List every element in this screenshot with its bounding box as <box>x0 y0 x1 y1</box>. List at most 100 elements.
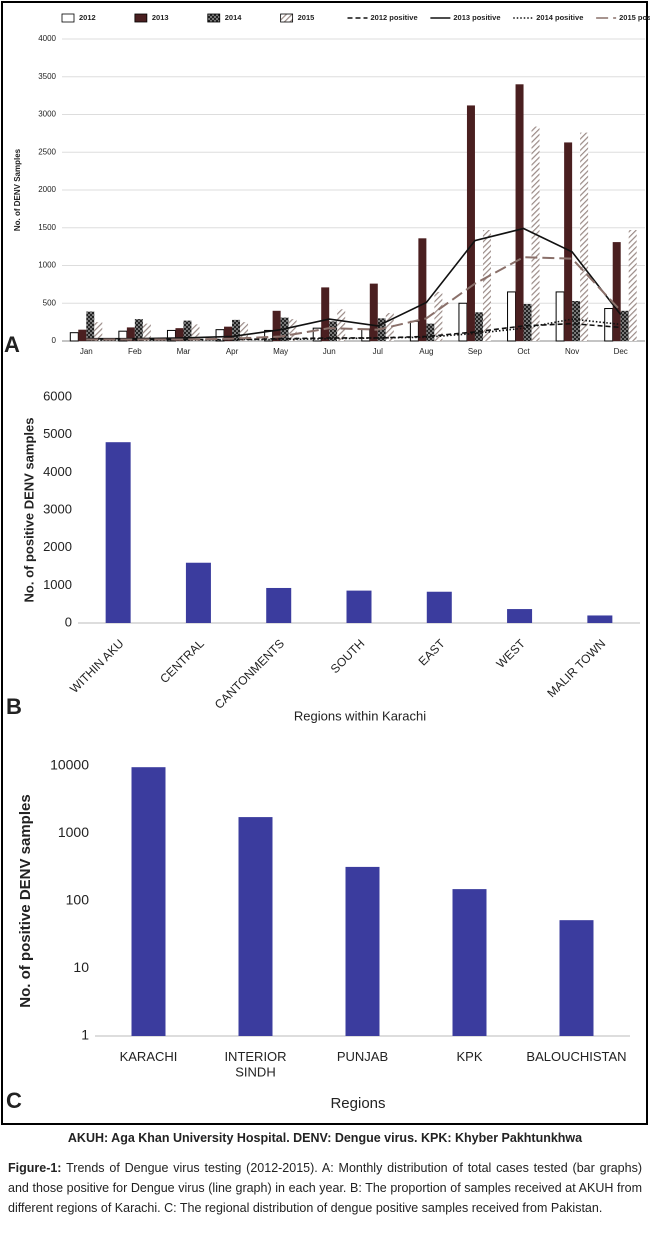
y-tick-label: 1000 <box>38 261 56 270</box>
y-tick-label: 3500 <box>38 72 56 81</box>
panel-label: C <box>6 1088 22 1113</box>
bar <box>434 291 443 341</box>
bar <box>572 300 581 341</box>
y-axis-label: No. of DENV Samples <box>13 148 22 231</box>
bar <box>612 242 621 341</box>
line <box>86 227 622 340</box>
bar <box>418 238 427 341</box>
y-tick-label: 0 <box>52 336 57 345</box>
legend-label: 2014 positive <box>536 13 583 22</box>
x-tick-label: Dec <box>614 347 628 356</box>
bar <box>321 287 330 341</box>
bar <box>628 230 637 341</box>
bar <box>69 332 79 342</box>
bar <box>126 327 135 341</box>
y-tick-label: 4000 <box>43 464 72 479</box>
y-tick-label: 1500 <box>38 223 56 232</box>
y-tick-label: 2000 <box>38 185 56 194</box>
bar <box>78 329 87 341</box>
x-tick-label: CANTONMENTS <box>212 636 287 711</box>
bar <box>361 328 371 342</box>
bar <box>272 310 281 341</box>
x-tick-label: MALIR TOWN <box>544 636 608 700</box>
bar <box>142 323 151 341</box>
x-tick-label: Oct <box>517 347 530 356</box>
x-tick-label: Jun <box>323 347 336 356</box>
x-axis-label: Regions <box>330 1095 385 1112</box>
bar <box>345 866 380 1036</box>
legend-label: 2012 <box>79 13 96 22</box>
bar <box>94 322 103 341</box>
legend-label: 2015 positive <box>619 13 650 22</box>
legend-label: 2012 positive <box>371 13 418 22</box>
bar <box>620 310 629 341</box>
bar <box>452 889 487 1036</box>
x-tick-label: WITHIN AKU <box>67 636 126 695</box>
bar <box>523 304 532 341</box>
x-tick-label: PUNJAB <box>337 1049 388 1064</box>
bar <box>604 308 614 342</box>
x-tick-label: CENTRAL <box>157 636 207 686</box>
bar <box>183 320 192 341</box>
y-tick-label: 500 <box>43 298 57 307</box>
bar <box>426 591 452 623</box>
bar <box>385 313 394 341</box>
bar <box>559 920 594 1036</box>
bar <box>134 319 143 341</box>
y-tick-label: 4000 <box>38 34 56 43</box>
abbreviations: AKUH: Aga Khan University Hospital. DENV… <box>67 1131 583 1145</box>
y-tick-label: 10000 <box>50 757 89 773</box>
bar <box>555 291 565 342</box>
y-tick-label: 2000 <box>43 539 72 554</box>
x-tick-label: EAST <box>416 636 449 669</box>
y-tick-label: 1 <box>81 1027 89 1043</box>
bar <box>474 312 483 341</box>
legend-swatch <box>61 13 75 23</box>
bar <box>482 230 491 341</box>
bar <box>175 328 184 341</box>
bar <box>185 562 211 623</box>
figure-label: Figure-1: <box>8 1161 62 1175</box>
bar <box>337 309 346 341</box>
y-tick-label: 5000 <box>43 426 72 441</box>
legend-label: 2014 <box>225 13 243 22</box>
y-axis-label: No. of positive DENV samples <box>17 794 34 1007</box>
y-tick-label: 100 <box>66 892 90 908</box>
x-tick-label: BALOUCHISTAN <box>526 1049 626 1064</box>
legend-swatch <box>280 13 294 23</box>
legend-label: 2013 <box>152 13 169 22</box>
x-tick-label: WEST <box>494 636 529 671</box>
legend-swatch <box>207 13 221 23</box>
x-tick-label: KPK <box>456 1049 482 1064</box>
bar <box>266 587 292 623</box>
x-tick-label: Feb <box>128 347 142 356</box>
x-tick-label: Apr <box>226 347 239 356</box>
bar <box>86 311 95 341</box>
y-tick-label: 6000 <box>43 388 72 403</box>
y-tick-label: 1000 <box>43 577 72 592</box>
line <box>86 322 621 341</box>
x-tick-label: Jan <box>80 347 93 356</box>
bar <box>238 817 273 1036</box>
y-axis-label: No. of positive DENV samples <box>21 418 36 603</box>
bar <box>409 320 419 342</box>
y-tick-label: 10 <box>73 959 89 975</box>
bar <box>232 319 241 341</box>
panel-label: B <box>6 694 22 719</box>
bar <box>587 615 613 623</box>
bar <box>507 291 517 342</box>
x-tick-label: Jul <box>373 347 383 356</box>
bar <box>329 321 338 341</box>
bar <box>131 767 166 1036</box>
line <box>86 318 621 342</box>
x-tick-label: Sep <box>468 347 483 356</box>
bar <box>426 323 435 341</box>
x-tick-label: SOUTH <box>328 636 368 676</box>
bar <box>191 324 200 341</box>
x-tick-label: INTERIOR SINDH <box>224 1049 286 1080</box>
legend-label: 2015 <box>298 13 315 22</box>
bar <box>458 302 468 342</box>
bar <box>515 84 524 342</box>
x-tick-label: Mar <box>177 347 191 356</box>
